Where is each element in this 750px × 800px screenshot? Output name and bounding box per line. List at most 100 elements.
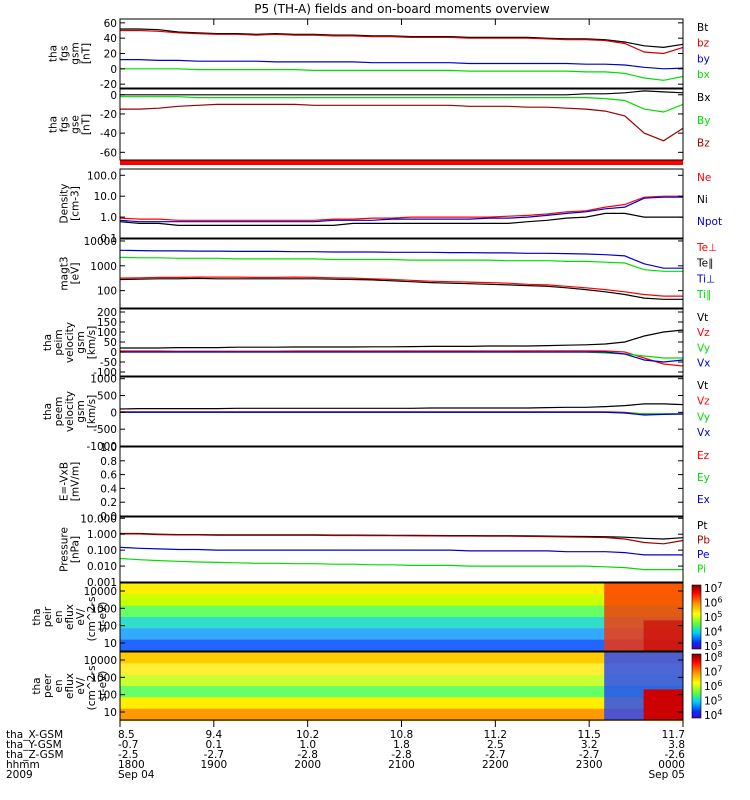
spectrogram-band [120,605,683,618]
legend-entry: Npot [697,216,722,228]
year-label: 2009 [6,769,33,781]
y-tick-label: 100 [97,286,117,298]
y-tick-label: 20 [104,49,117,61]
series-line-bx [120,68,684,81]
y-tick-label: -20 [100,109,117,121]
ephemeris-row-label: tha_Y-GSM [6,739,62,751]
y-tick-label: 0.4 [100,483,117,495]
y-axis-label-line: [nT] [81,43,93,64]
y-axis-label-line: Density [59,184,71,224]
y-tick-label: 200 [97,307,117,319]
colorbar-tick-label: 106 [704,596,722,610]
y-axis-label-line: [km/s] [86,395,98,429]
y-tick-label: 500 [97,391,117,403]
colorbar-tick-label: 106 [704,679,722,693]
legend-entry: Vx [697,357,710,369]
legend-entry: Vy [697,411,710,423]
legend-entry: Ex [697,494,710,506]
y-axis-label: Density [cm-3] [59,184,82,224]
y-tick-label: 1000 [90,374,117,386]
y-tick-label: 0.010 [87,561,117,573]
y-tick-label: -60 [100,147,117,159]
legend-entry: Vz [697,327,710,339]
y-tick-label: 10 [104,707,117,719]
x-tick-label: 11.7 [662,729,685,741]
y-axis-label-line: velocity [64,322,76,363]
spectrogram-band [120,617,683,630]
y-axis-label-line: tha [48,45,60,62]
spectrogram-region [643,620,683,651]
spectrogram-band [120,674,683,687]
spectrogram-region [643,689,683,720]
y-axis-label-line: en [53,610,65,623]
y-axis-label-line: tha [42,334,54,351]
series-line-by [120,59,684,70]
legend-entry: bz [697,38,710,50]
y-axis-label-line: gsm [75,331,87,353]
x-tick-label: 2300 [576,759,603,771]
y-axis-label-line: magt3 [59,256,71,290]
x-tick-label: 0.1 [205,739,222,751]
y-axis-label-line: peer [42,673,54,698]
y-tick-label: 10000 [84,655,117,667]
y-axis-label-line: Pressure [59,527,71,572]
y-axis-label-line: eflux [64,673,76,699]
colorbar-tick-label: 107 [704,581,722,595]
y-axis-label-line: (cm^2-s- [86,661,98,710]
y-tick-label: 1.0 [100,212,117,224]
y-axis-label: tha fgs gsm [nT] [48,42,93,64]
series-line-Vt [119,403,684,410]
panel-frame [119,168,684,239]
series-line-Pi [119,557,683,571]
spectrogram-band [120,639,683,652]
y-axis-label-line: gse [70,115,82,134]
y-tick-label: -50 [100,357,117,369]
panel-frame [119,376,684,447]
legend-entry: Vt [697,312,708,324]
colorbar-tick-label: 108 [704,650,722,664]
y-axis-label-line: velocity [64,391,76,432]
y-tick-label: 1.0 [100,442,117,454]
y-axis-label-line: tha [31,677,43,694]
legend-entry: Pi [697,564,706,576]
x-tick-label: 2.5 [487,739,504,751]
y-tick-label: -40 [100,128,117,140]
colorbar-tick-label: 105 [704,694,722,708]
x-tick-label: 8.5 [118,729,135,741]
panel-frame [119,88,684,161]
y-axis-label-line: [cm-3] [70,186,82,221]
x-tick-label: 11.5 [577,729,600,741]
legend-entry: Vt [697,380,708,392]
y-tick-label: 0 [110,64,117,76]
x-tick-label: 3.8 [668,739,685,751]
y-axis-label-line: tha [31,608,43,625]
y-axis-label: E=-VxB [mV/m] [59,462,82,501]
spectrogram-band [120,708,683,721]
panel-frame [119,18,684,89]
legend-entry: Pe [697,549,709,561]
y-axis-label: tha peim velocity gsm [km/s] [42,322,98,363]
y-tick-label: 10 [104,638,117,650]
separator-bar [120,160,683,165]
chart-title: P5 (TH-A) fields and on-board moments ov… [254,2,550,16]
legend-entry: Ti∥ [696,289,711,301]
legend-entry: Ti⊥ [696,273,715,285]
series-line-Npot [119,196,683,223]
spectrogram-band [120,583,683,596]
legend-entry: Ne [697,172,711,184]
x-tick-label: 2000 [294,759,321,771]
legend-entry: By [697,115,710,127]
x-tick-label: 3.2 [581,739,598,751]
y-tick-label: 1000 [90,603,117,615]
y-axis-label-line: fgs [59,46,71,62]
start-date-label: Sep 04 [118,769,155,781]
y-tick-label: 10000 [84,236,117,248]
colorbar-tick-label: 104 [704,708,722,722]
colorbar-tick-label: 107 [704,665,722,679]
x-tick-label: -2.7 [485,749,506,761]
panel-frame [119,446,684,517]
legend-entry: bx [697,69,710,81]
y-tick-label: 0 [110,407,117,419]
y-tick-label: 100.0 [87,170,117,182]
y-axis-label-line: [eV] [70,263,82,285]
